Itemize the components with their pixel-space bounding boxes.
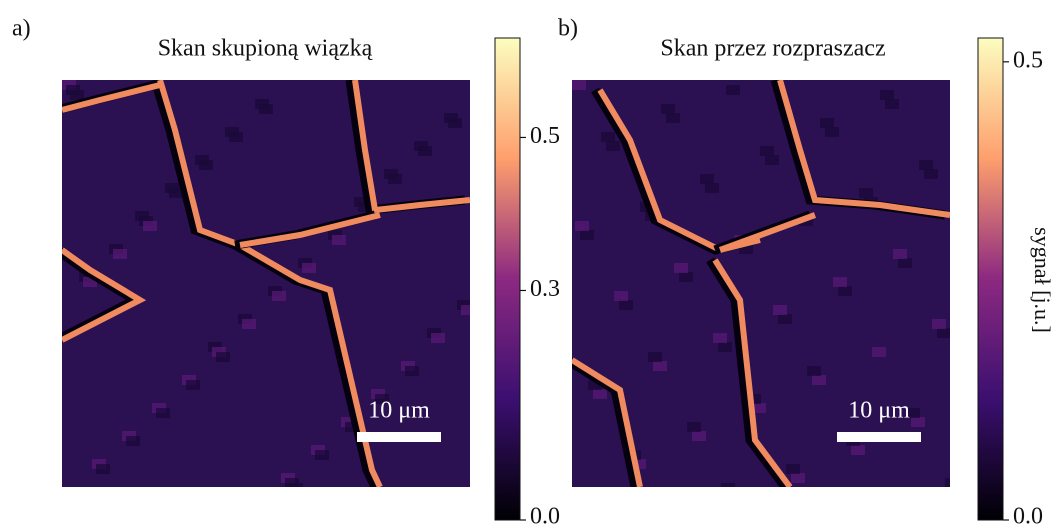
image-speckle <box>619 300 633 310</box>
image-speckle <box>825 127 839 137</box>
image-speckle <box>679 272 693 282</box>
image-speckle <box>898 258 912 268</box>
image-speckle <box>718 342 732 352</box>
image-speckle <box>893 249 907 259</box>
image-speckle <box>70 90 84 100</box>
colorbar-tick-label: 0.5 <box>1013 47 1043 73</box>
image-speckle <box>272 291 286 301</box>
image-speckle <box>614 291 628 301</box>
image-speckle <box>859 188 873 198</box>
image-speckle <box>572 80 586 90</box>
image-speckle <box>820 118 834 128</box>
image-speckle <box>833 277 847 287</box>
image-speckle <box>872 347 886 357</box>
image-speckle <box>687 422 701 432</box>
image-speckle <box>431 333 445 343</box>
image-speckle <box>601 132 615 142</box>
panel-title: Skan skupioną wiązką <box>158 36 373 62</box>
image-speckle <box>791 473 805 483</box>
image-speckle <box>726 85 740 95</box>
image-speckle <box>705 183 719 193</box>
image-speckle <box>461 305 475 315</box>
image-speckle <box>721 483 735 493</box>
image-speckle <box>812 375 826 385</box>
image-speckle <box>765 155 779 165</box>
image-speckle <box>937 328 951 338</box>
image-speckle <box>773 305 787 315</box>
image-speckle <box>332 235 346 245</box>
image-background <box>62 80 470 487</box>
image-speckle <box>156 408 170 418</box>
colorbar <box>978 38 1003 520</box>
image-speckle <box>199 160 213 170</box>
scalebar-label: 10 μm <box>848 398 910 424</box>
image-speckle <box>229 132 243 142</box>
image-speckle <box>418 146 432 156</box>
image-speckle <box>315 450 329 460</box>
image-speckle <box>289 483 303 493</box>
image-speckle <box>242 319 256 329</box>
image-speckle <box>778 314 792 324</box>
figure: a) Skan skupioną wiązką 10 μm 0.0 0.3 0.5 b) Sk… <box>0 0 1059 529</box>
scalebar <box>357 432 441 442</box>
panel-label: b) <box>558 16 578 42</box>
image-speckle <box>945 478 959 488</box>
image-speckle <box>648 352 662 362</box>
image-speckle <box>807 366 821 376</box>
image-speckle <box>674 263 688 273</box>
panel-label: a) <box>12 16 31 42</box>
image-speckle <box>932 319 946 329</box>
image-speckle <box>911 417 925 427</box>
image-speckle <box>919 160 933 170</box>
image-speckle <box>700 174 714 184</box>
image-panel <box>57 80 475 493</box>
image-speckle <box>713 333 727 343</box>
image-speckle <box>880 90 894 100</box>
image-speckle <box>851 445 865 455</box>
image-speckle <box>653 361 667 371</box>
image-speckle <box>924 169 938 179</box>
image-speckle <box>113 249 127 259</box>
image-speckle <box>143 221 157 231</box>
image-speckle <box>186 380 200 390</box>
image-speckle <box>786 464 800 474</box>
image-speckle <box>259 104 273 114</box>
panel-title: Skan przez rozpraszacz <box>660 36 885 62</box>
colorbar <box>495 38 520 520</box>
colorbar-tick-label: 0.3 <box>530 276 560 302</box>
image-speckle <box>692 431 706 441</box>
image-speckle <box>216 352 230 362</box>
image-speckle <box>96 464 110 474</box>
colorbar-tick-label: 0.5 <box>530 123 560 149</box>
scalebar-label: 10 μm <box>368 398 430 424</box>
image-speckle <box>885 99 899 109</box>
image-speckle <box>606 141 620 151</box>
image-speckle <box>760 146 774 156</box>
colorbar-tick-label: 0.0 <box>1013 504 1043 529</box>
image-speckle <box>666 113 680 123</box>
colorbar-tick-label: 0.0 <box>530 504 560 529</box>
image-speckle <box>661 104 675 114</box>
image-speckle <box>580 230 594 240</box>
image-speckle <box>388 174 402 184</box>
colorbar-label: sygnał [j.u.] <box>1030 227 1055 333</box>
scalebar <box>837 432 921 442</box>
image-panel <box>567 80 959 493</box>
image-speckle <box>593 389 607 399</box>
image-speckle <box>405 366 419 376</box>
image-speckle <box>126 436 140 446</box>
image-speckle <box>575 221 589 231</box>
image-speckle <box>302 263 316 273</box>
image-speckle <box>838 286 852 296</box>
image-speckle <box>448 118 462 128</box>
